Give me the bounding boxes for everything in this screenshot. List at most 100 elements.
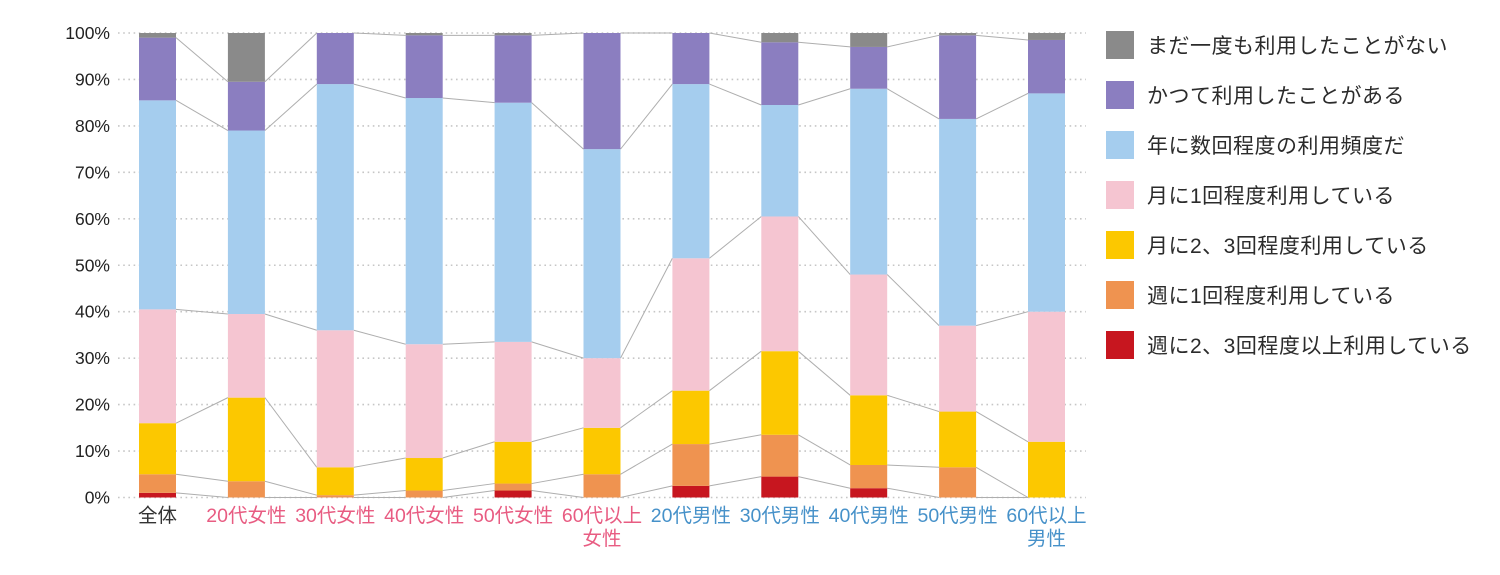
connector-line [442,341,495,345]
bar-segment [405,458,443,491]
y-axis-tick-label: 40% [75,302,110,322]
connector-line [975,411,1029,443]
bar-segment [139,474,176,493]
bar-segment [139,492,176,498]
connector-line [975,92,1029,120]
legend-item-label: 月に2、3回程度利用している [1147,235,1429,258]
legend-item: 年に数回程度の利用頻度だ [1106,131,1472,159]
bar-segment [139,37,176,101]
bar-segment [405,35,443,99]
legend-swatch-icon [1106,331,1134,359]
legend-swatch-icon [1106,281,1134,309]
bar-segment [494,483,532,491]
bar-segment [583,474,621,498]
x-axis-category-label: 20代男性 [651,505,731,527]
bar-segment [850,46,888,89]
connector-line [175,37,229,83]
legend-item: 月に2、3回程度利用している [1106,231,1472,259]
connector-line [353,329,406,345]
connector-line [175,99,229,131]
x-axis-category-label: 50代女性 [473,505,553,527]
y-axis-tick-label: 20% [75,395,110,415]
bar-segment [583,149,621,359]
connector-line [531,490,584,498]
x-axis-category-label: 20代女性 [206,505,286,527]
connector-line [442,441,495,459]
connector-line [886,88,940,120]
legend-swatch-icon [1106,81,1134,109]
y-axis-tick-label: 60% [75,209,110,229]
bar-segment [494,490,532,498]
bar-segment [494,341,532,442]
bar-segment [672,444,710,486]
bar-segment [850,464,888,489]
bar-segment [227,481,265,498]
y-axis-tick-label: 50% [75,255,110,275]
chart-legend: まだ一度も利用したことがない かつて利用したことがある 年に数回程度の利用頻度だ 月に… [1106,31,1472,381]
connector-line [531,473,584,485]
x-axis-category-label: 60代以上男性 [1006,505,1086,550]
connector-line [798,88,851,106]
legend-item-label: 週に2、3回程度以上利用している [1147,335,1472,358]
connector-line [709,32,762,43]
connector-line [887,394,940,413]
connector-line [975,311,1029,327]
bar-segment [316,467,354,496]
x-axis-category-label: 60代以上女性 [562,505,642,550]
connector-line [709,83,762,106]
bar-segment [761,434,799,477]
bar-segment [583,427,621,475]
bar-segment [672,84,710,259]
connector-line [353,457,406,468]
legend-item: 週に1回程度利用している [1106,281,1472,309]
bar-segment [1028,33,1065,40]
y-axis-tick-label: 100% [65,23,110,43]
connector-line [175,397,229,424]
y-axis-tick-label: 30% [75,348,110,368]
bar-segment [939,411,977,468]
connector-line [709,216,762,259]
bar-segment [1028,39,1065,94]
bar-segment [761,42,799,105]
bar-segment [672,33,710,85]
legend-item-label: 年に数回程度の利用頻度だ [1147,135,1405,158]
bar-segment [139,309,176,424]
legend-item-label: まだ一度も利用したことがない [1147,35,1448,58]
bar-segment [405,33,443,36]
bar-segment [939,118,977,326]
connector-line [531,102,584,150]
connector-line [797,350,851,396]
legend-item-label: 月に1回程度利用している [1147,185,1396,208]
connector-line [442,490,495,498]
bar-segment [139,100,176,310]
bar-segment [761,476,799,498]
legend-item-label: 週に1回程度利用している [1147,285,1396,308]
bar-segment [494,441,532,484]
bar-segment [1028,311,1065,442]
bar-segment [939,35,977,119]
bar-segment [583,33,621,150]
connector-line [620,258,673,359]
x-axis-category-label: 40代男性 [829,505,909,527]
connector-line [353,490,406,496]
connector-line [264,313,317,331]
bar-segment [939,33,977,36]
bar-segment [850,88,888,275]
y-axis-tick-label: 80% [75,116,110,136]
connector-line [620,443,673,475]
y-axis-tick-label: 70% [75,162,110,182]
connector-line [887,34,940,48]
connector-line [798,434,851,466]
connector-line [264,32,318,83]
bar-segment [1028,441,1065,498]
legend-item: 月に1回程度利用している [1106,181,1472,209]
bar-segment [583,358,621,428]
legend-swatch-icon [1106,131,1134,159]
connector-line [264,397,318,468]
connector-line [620,485,673,498]
bar-segment [227,314,265,398]
connector-line [353,83,406,99]
y-axis-tick-label: 10% [75,441,110,461]
bar-segment [850,488,888,498]
bar-segment [1028,93,1065,312]
